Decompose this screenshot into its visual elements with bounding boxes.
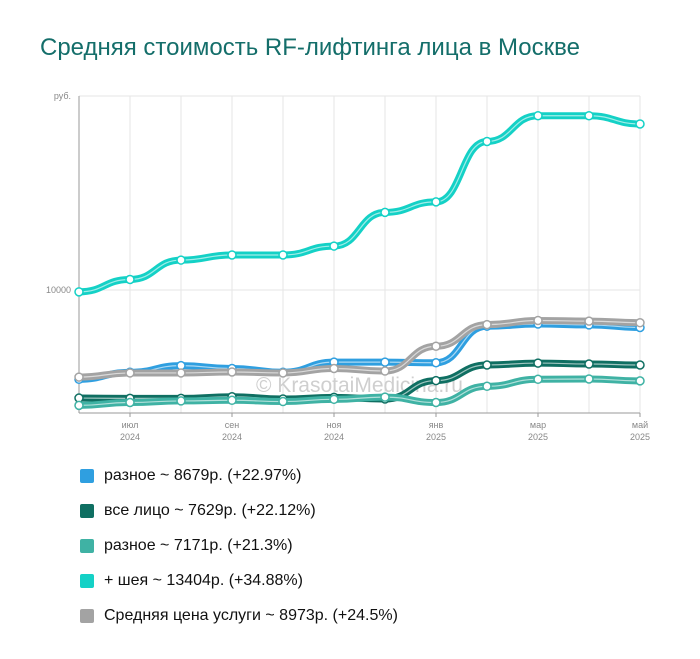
x-tick-label: май xyxy=(632,420,648,430)
legend-label: + шея ~ 13404р. (+34.88%) xyxy=(104,571,303,589)
series-3 xyxy=(74,374,645,411)
y-tick-label: 10000 xyxy=(46,285,71,295)
data-point xyxy=(329,363,339,374)
data-point xyxy=(533,110,543,121)
data-point xyxy=(176,396,186,406)
legend-swatch xyxy=(80,503,94,518)
data-point xyxy=(431,341,441,351)
data-point xyxy=(482,319,492,330)
data-point xyxy=(176,255,186,265)
data-point xyxy=(329,394,339,405)
legend-item[interactable]: + шея ~ 13404р. (+34.88%) xyxy=(80,563,398,598)
x-tick-label: 2024 xyxy=(120,432,140,442)
data-point xyxy=(329,241,339,251)
data-point xyxy=(380,207,390,218)
legend: разное ~ 8679р. (+22.97%) все лицо ~ 762… xyxy=(80,458,398,633)
series-4 xyxy=(74,110,645,297)
data-point xyxy=(278,250,288,260)
x-tick-label: 2024 xyxy=(222,432,242,442)
data-point xyxy=(125,397,135,408)
x-tick-label: янв xyxy=(429,420,444,430)
data-point xyxy=(380,366,390,376)
data-point xyxy=(482,360,492,370)
data-point xyxy=(584,316,594,326)
legend-label: Средняя цена услуги ~ 8973р. (+24.5%) xyxy=(104,606,398,624)
legend-swatch xyxy=(80,608,94,623)
data-point xyxy=(584,110,594,121)
data-point xyxy=(635,119,645,129)
legend-item[interactable]: все лицо ~ 7629р. (+22.12%) xyxy=(80,493,398,528)
legend-label: разное ~ 7171р. (+21.3%) xyxy=(104,536,293,554)
data-point xyxy=(125,368,135,378)
chart-title: Средняя стоимость RF-лифтинга лица в Мос… xyxy=(40,34,580,61)
x-tick-label: мар xyxy=(530,420,546,430)
data-point xyxy=(533,358,543,368)
data-point xyxy=(227,395,237,406)
legend-swatch xyxy=(80,538,94,553)
x-tick-label: июл xyxy=(122,420,139,430)
legend-item[interactable]: Средняя цена услуги ~ 8973р. (+24.5%) xyxy=(80,598,398,633)
data-point xyxy=(482,136,492,147)
legend-swatch xyxy=(80,468,94,483)
data-point xyxy=(533,315,543,326)
data-point xyxy=(227,367,237,377)
x-tick-label: 2025 xyxy=(426,432,446,442)
data-point xyxy=(635,317,645,328)
data-point xyxy=(482,381,492,392)
legend-label: все лицо ~ 7629р. (+22.12%) xyxy=(104,501,316,519)
data-point xyxy=(380,357,390,367)
data-point xyxy=(278,396,288,407)
data-point xyxy=(431,375,441,386)
data-point xyxy=(74,400,84,411)
data-point xyxy=(584,359,594,369)
legend-swatch xyxy=(80,573,94,588)
data-point xyxy=(431,397,441,408)
series-group xyxy=(74,110,645,411)
data-point xyxy=(176,368,186,378)
y-unit-label: руб. xyxy=(54,91,71,101)
data-point xyxy=(431,197,441,207)
x-tick-label: сен xyxy=(225,420,240,430)
data-point xyxy=(74,372,84,382)
data-point xyxy=(380,392,390,402)
data-point xyxy=(278,368,288,378)
x-tick-label: 2025 xyxy=(630,432,650,442)
data-point xyxy=(431,358,441,368)
data-point xyxy=(635,376,645,386)
data-point xyxy=(533,374,543,385)
data-point xyxy=(635,360,645,370)
data-point xyxy=(125,274,135,285)
data-point xyxy=(584,374,594,384)
data-point xyxy=(74,287,84,297)
legend-label: разное ~ 8679р. (+22.97%) xyxy=(104,466,302,484)
x-tick-label: 2024 xyxy=(324,432,344,442)
data-point xyxy=(227,250,237,260)
x-tick-label: 2025 xyxy=(528,432,548,442)
axes: 10000 руб. июл 2024 сен 2024 ноя 2024 янв 2025 мар… xyxy=(46,91,650,442)
series-5 xyxy=(74,315,645,382)
legend-item[interactable]: разное ~ 8679р. (+22.97%) xyxy=(80,458,398,493)
x-tick-label: ноя xyxy=(327,420,342,430)
series-line xyxy=(75,112,644,296)
legend-item[interactable]: разное ~ 7171р. (+21.3%) xyxy=(80,528,398,563)
